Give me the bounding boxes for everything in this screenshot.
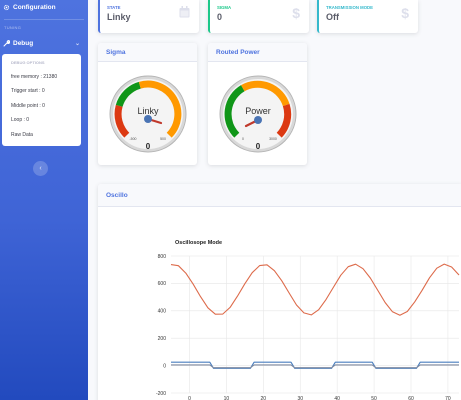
series-line-1 xyxy=(171,361,459,369)
oscilloscope-chart: Oscillosope Mode -200 0 200 400 600 800 0 10 20 3… xyxy=(156,240,460,400)
main-content: STATE Linky SIGMA 0 $ TRANSMISSION MODE … xyxy=(88,0,461,400)
y-tick-label: 400 xyxy=(158,309,167,315)
y-tick-label: 200 xyxy=(158,336,167,342)
sidebar: Configuration TUNING Debug ⌄ DEBUG OPTIO… xyxy=(0,0,88,400)
sidebar-heading: TUNING xyxy=(4,25,22,30)
debug-item-trigger-start[interactable]: Trigger start : 0 xyxy=(11,88,45,94)
x-tick-label: 10 xyxy=(224,396,230,400)
debug-item-free-memory[interactable]: free memory : 21380 xyxy=(11,73,58,80)
debug-item-raw-data[interactable]: Raw Data xyxy=(11,131,33,138)
sidebar-item-label: Debug xyxy=(13,39,34,47)
dollar-icon: $ xyxy=(292,5,300,21)
sidebar-toggle-button[interactable]: ‹ xyxy=(33,161,48,176)
y-tick-label: 600 xyxy=(158,281,167,287)
y-tick-label: -200 xyxy=(156,391,166,397)
x-tick-label: 20 xyxy=(261,396,267,400)
x-tick-label: 40 xyxy=(334,396,340,400)
stat-card-sigma: SIGMA 0 $ xyxy=(208,0,309,33)
card-header: Routed Power xyxy=(208,43,307,62)
gauge-value: 0 xyxy=(256,142,261,151)
stat-label: SIGMA xyxy=(217,5,232,10)
gauge-power: Power 0 3000 0 xyxy=(219,75,297,153)
gauge-value: 0 xyxy=(146,142,151,151)
gauge-card-sigma: Sigma Linky -500 500 0 xyxy=(98,43,197,165)
gauge-min-label: 0 xyxy=(242,137,244,141)
stat-label: STATE xyxy=(107,5,121,10)
series-line-0 xyxy=(170,263,460,316)
wrench-icon xyxy=(3,39,10,46)
dollar-icon: $ xyxy=(401,5,409,21)
gauge-hub xyxy=(254,116,262,124)
stat-label: TRANSMISSION MODE xyxy=(326,5,374,10)
sidebar-divider xyxy=(4,19,84,20)
chevron-down-icon: ⌄ xyxy=(74,40,80,47)
stat-card-state: STATE Linky xyxy=(98,0,199,33)
gauge-sigma: Linky -500 500 0 xyxy=(109,75,187,153)
stat-value: Linky xyxy=(107,12,131,22)
gauge-min-label: -500 xyxy=(129,137,136,141)
debug-options-menu: DEBUG OPTIONS free memory : 21380 Trigge… xyxy=(2,54,81,146)
x-tick-label: 60 xyxy=(408,396,414,400)
calendar-icon xyxy=(179,5,190,21)
x-tick-label: 30 xyxy=(297,396,303,400)
y-tick-label: 0 xyxy=(163,363,166,369)
stat-card-transmission-mode: TRANSMISSION MODE Off $ xyxy=(317,0,418,33)
chevron-left-icon: ‹ xyxy=(39,165,42,172)
gauge-label: Power xyxy=(245,106,271,116)
sidebar-item-configuration[interactable]: Configuration xyxy=(0,0,88,14)
gear-icon xyxy=(3,4,10,10)
stat-value: Off xyxy=(326,12,339,22)
series-line-2 xyxy=(171,364,459,369)
x-tick-label: 50 xyxy=(371,396,377,400)
x-tick-label: 0 xyxy=(188,396,191,400)
gauge-hub xyxy=(144,115,152,123)
debug-item-middle-point[interactable]: Middle point : 0 xyxy=(11,102,45,109)
sidebar-item-debug[interactable]: Debug ⌄ xyxy=(0,36,88,50)
card-header: Sigma xyxy=(98,43,197,62)
oscillo-card: Oscillo Oscillosope Mode -200 0 200 400 600 8… xyxy=(98,184,461,400)
x-tick-label: 70 xyxy=(445,396,451,400)
sidebar-item-label: Configuration xyxy=(13,3,56,11)
gauge-label: Linky xyxy=(137,106,159,116)
gauge-card-routed-power: Routed Power Power 0 3000 0 xyxy=(208,43,307,165)
gauge-max-label: 3000 xyxy=(269,137,277,141)
debug-item-loop[interactable]: Loop : 0 xyxy=(11,117,30,123)
card-header: Oscillo xyxy=(98,184,461,207)
stat-value: 0 xyxy=(217,12,223,22)
debug-options-title: DEBUG OPTIONS xyxy=(11,60,45,65)
y-tick-label: 800 xyxy=(158,254,167,260)
gauge-max-label: 500 xyxy=(160,137,166,141)
chart-title: Oscillosope Mode xyxy=(175,240,222,246)
